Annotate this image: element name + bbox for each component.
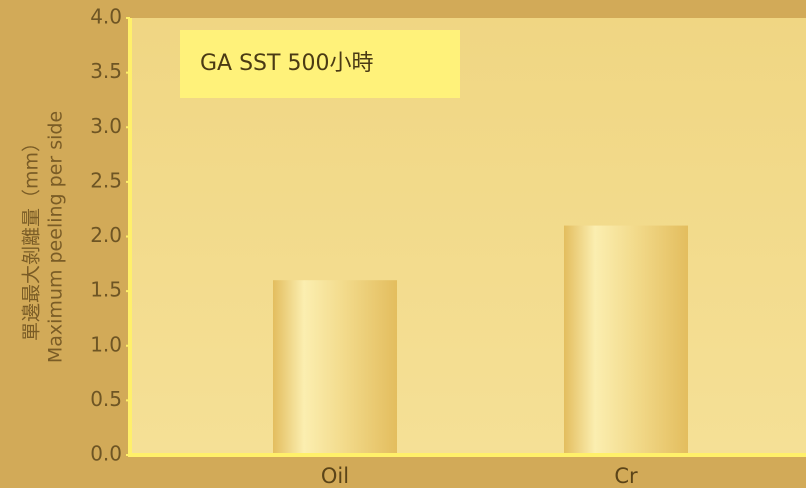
y-tick-label: 1.0 <box>90 332 122 356</box>
annotation-box <box>180 30 460 98</box>
y-tick-label: 4.0 <box>90 5 122 29</box>
y-axis-title: 單邊最大剝離量（mm） Maximum peeling per side <box>21 111 67 363</box>
y-tick-label: 3.0 <box>90 114 122 138</box>
y-tick-label: 0.5 <box>90 387 122 411</box>
y-axis-title-zh: 單邊最大剝離量（mm） <box>21 133 43 341</box>
y-tick-label: 0.0 <box>90 442 122 466</box>
y-axis-title-en: Maximum peeling per side <box>45 111 67 363</box>
bar <box>564 225 688 455</box>
x-tick-label: Cr <box>614 464 638 488</box>
y-tick-label: 2.5 <box>90 168 122 192</box>
annotation: GA SST 500小時 <box>200 51 373 76</box>
y-tick-label: 3.5 <box>90 59 122 83</box>
y-tick-label: 1.5 <box>90 278 122 302</box>
bar <box>273 280 397 455</box>
x-tick-label: Oil <box>321 464 349 488</box>
y-tick-label: 2.0 <box>90 223 122 247</box>
